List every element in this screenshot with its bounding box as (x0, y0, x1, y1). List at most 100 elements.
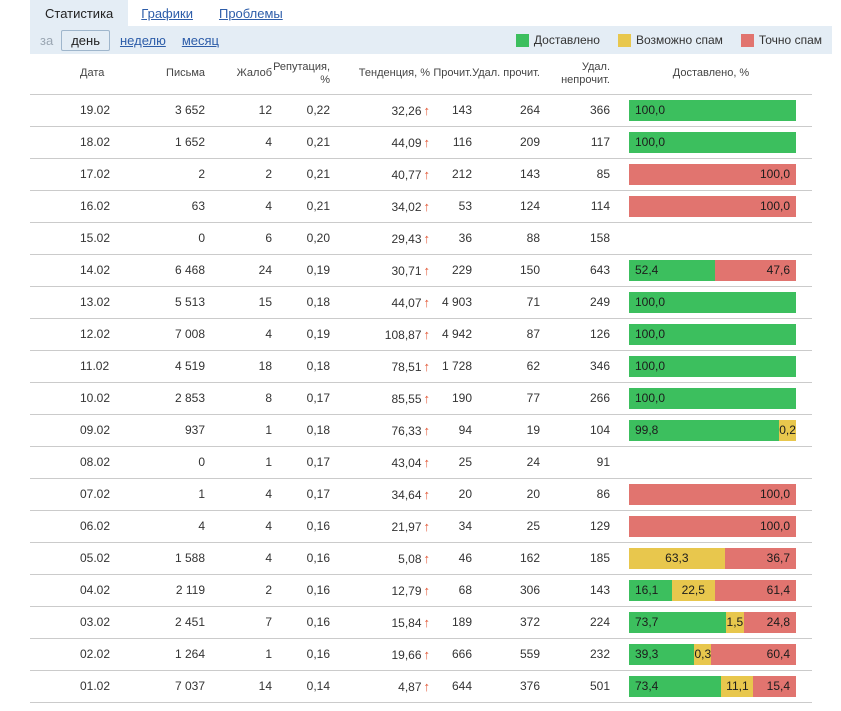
bar-segment-delivered: 52,4 (629, 259, 716, 281)
cell-reputation: 0,21 (272, 157, 330, 190)
cell-read: 229 (430, 253, 472, 286)
cell-delivered-bar: 63,3 36,7 (610, 541, 812, 574)
delivered-bar: 39,3 0,3 60,4 (629, 643, 797, 665)
cell-letters: 1 588 (110, 541, 205, 574)
trend-up-icon: ↑ (423, 550, 431, 566)
bar-segment-delivered: 100,0 (629, 131, 796, 153)
bar-segment-spam: 100,0 (629, 195, 796, 217)
bar-segment-maybe_spam: 0,3 (694, 643, 712, 665)
cell-deleted-unread: 249 (540, 285, 610, 318)
trend-value: 4,87 (398, 679, 422, 694)
delivered-bar: 63,3 36,7 (629, 547, 796, 569)
stats-table: Дата Письма Жалоб Репутация, % Тенденция… (30, 54, 812, 703)
cell-delivered-bar: 100,0 (610, 189, 812, 222)
table-row: 01.02 7 037 14 0,14 4,87 ↑ 644 376 501 73,4 11,1 15… (30, 669, 812, 702)
cell-complaints: 4 (205, 541, 272, 574)
cell-letters: 937 (110, 413, 205, 446)
cell-letters: 6 468 (110, 253, 205, 286)
cell-delivered-bar (610, 221, 812, 254)
tab-statistics[interactable]: Статистика (30, 0, 129, 26)
delivered-bar: 100,0 (629, 131, 796, 153)
cell-reputation: 0,18 (272, 349, 330, 382)
bar-segment-spam: 36,7 (724, 547, 796, 569)
cell-letters: 2 853 (110, 381, 205, 414)
bar-segment-spam: 100,0 (629, 163, 796, 185)
cell-complaints: 1 (205, 637, 272, 670)
cell-letters: 2 119 (110, 573, 205, 606)
cell-complaints: 24 (205, 253, 272, 286)
delivered-bar: 100,0 (629, 163, 796, 185)
bar-segment-delivered: 100,0 (629, 99, 796, 121)
legend: Доставлено Возможно спам Точно спам (498, 33, 822, 47)
cell-trend: 30,71 ↑ (330, 253, 430, 286)
tab-charts[interactable]: Графики (141, 5, 193, 21)
cell-complaints: 1 (205, 445, 272, 478)
trend-value: 108,87 (384, 327, 422, 342)
cell-deleted-unread: 185 (540, 541, 610, 574)
tab-bar: Статистика Графики Проблемы (30, 0, 841, 26)
cell-deleted-read: 372 (472, 605, 540, 638)
trend-value: 85,55 (391, 391, 422, 406)
cell-deleted-read: 71 (472, 285, 540, 318)
table-row: 17.02 2 2 0,21 40,77 ↑ 212 143 85 100,0 (30, 157, 812, 190)
bar-segment-maybe_spam: 1,5 (725, 611, 744, 633)
cell-read: 94 (430, 413, 472, 446)
cell-deleted-unread: 143 (540, 573, 610, 606)
cell-date: 19.02 (30, 93, 110, 126)
table-body: 19.02 3 652 12 0,22 32,26 ↑ 143 264 366 100,0 18.0… (30, 93, 812, 702)
table-row: 08.02 0 1 0,17 43,04 ↑ 25 24 91 (30, 445, 812, 478)
cell-delivered-bar: 73,4 11,1 15,4 (610, 669, 812, 702)
trend-value: 12,79 (391, 583, 422, 598)
delivered-bar: 100,0 (629, 291, 796, 313)
cell-date: 05.02 (30, 541, 110, 574)
cell-trend: 85,55 ↑ (330, 381, 430, 414)
cell-trend: 15,84 ↑ (330, 605, 430, 638)
trend-up-icon: ↑ (423, 486, 431, 502)
cell-delivered-bar: 100,0 (610, 285, 812, 318)
trend-up-icon: ↑ (423, 646, 431, 662)
delivered-bar: 100,0 (629, 483, 796, 505)
column-header-reputation: Репутация, % (273, 60, 330, 86)
cell-delivered-bar: 100,0 (610, 93, 812, 126)
cell-delivered-bar (610, 445, 812, 478)
period-week-link[interactable]: неделю (119, 32, 166, 48)
cell-date: 01.02 (30, 669, 110, 702)
bar-segment-delivered: 99,8 (629, 419, 780, 441)
cell-deleted-read: 143 (472, 157, 540, 190)
cell-reputation: 0,18 (272, 285, 330, 318)
trend-up-icon: ↑ (423, 230, 431, 246)
trend-up-icon: ↑ (423, 454, 431, 470)
cell-deleted-unread: 91 (540, 445, 610, 478)
cell-reputation: 0,17 (272, 445, 330, 478)
cell-deleted-unread: 85 (540, 157, 610, 190)
trend-value: 78,51 (391, 359, 422, 374)
cell-read: 143 (430, 93, 472, 126)
cell-delivered-bar: 100,0 (610, 509, 812, 542)
trend-up-icon: ↑ (423, 582, 431, 598)
cell-letters: 63 (110, 189, 205, 222)
table-row: 02.02 1 264 1 0,16 19,66 ↑ 666 559 232 39,3 0,3 60,… (30, 637, 812, 670)
cell-read: 1 728 (430, 349, 472, 382)
cell-trend: 43,04 ↑ (330, 445, 431, 478)
cell-complaints: 8 (205, 381, 272, 414)
trend-value: 76,33 (391, 423, 422, 438)
period-label: за (40, 32, 54, 48)
table-row: 10.02 2 853 8 0,17 85,55 ↑ 190 77 266 100,0 (30, 381, 812, 414)
cell-read: 189 (430, 605, 472, 638)
cell-complaints: 7 (205, 605, 272, 638)
delivered-bar: 100,0 (629, 323, 796, 345)
period-day-button[interactable]: день (61, 29, 110, 51)
cell-letters: 1 264 (110, 637, 205, 670)
table-row: 04.02 2 119 2 0,16 12,79 ↑ 68 306 143 16,1 22,5 61,… (30, 573, 812, 606)
cell-delivered-bar: 99,8 0,2 (610, 413, 812, 446)
period-month-link[interactable]: месяц (181, 32, 219, 48)
cell-deleted-read: 376 (472, 669, 540, 702)
cell-letters: 5 513 (110, 285, 205, 318)
bar-segment-maybe_spam: 63,3 (629, 547, 725, 569)
tab-problems[interactable]: Проблемы (218, 5, 283, 21)
cell-delivered-bar: 100,0 (610, 477, 812, 510)
bar-segment-spam: 47,6 (715, 259, 796, 281)
cell-date: 02.02 (30, 637, 110, 670)
cell-reputation: 0,17 (272, 477, 330, 510)
cell-reputation: 0,14 (272, 669, 330, 702)
